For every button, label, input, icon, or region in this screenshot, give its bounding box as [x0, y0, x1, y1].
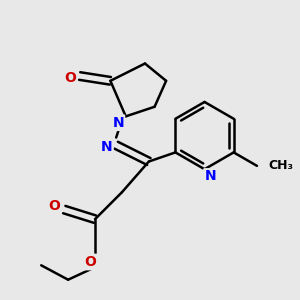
Text: O: O	[64, 70, 76, 85]
Text: N: N	[101, 140, 112, 154]
Text: N: N	[112, 116, 124, 130]
Text: CH₃: CH₃	[268, 159, 293, 172]
Text: O: O	[84, 255, 96, 269]
Text: N: N	[205, 169, 216, 184]
Text: O: O	[49, 199, 61, 213]
